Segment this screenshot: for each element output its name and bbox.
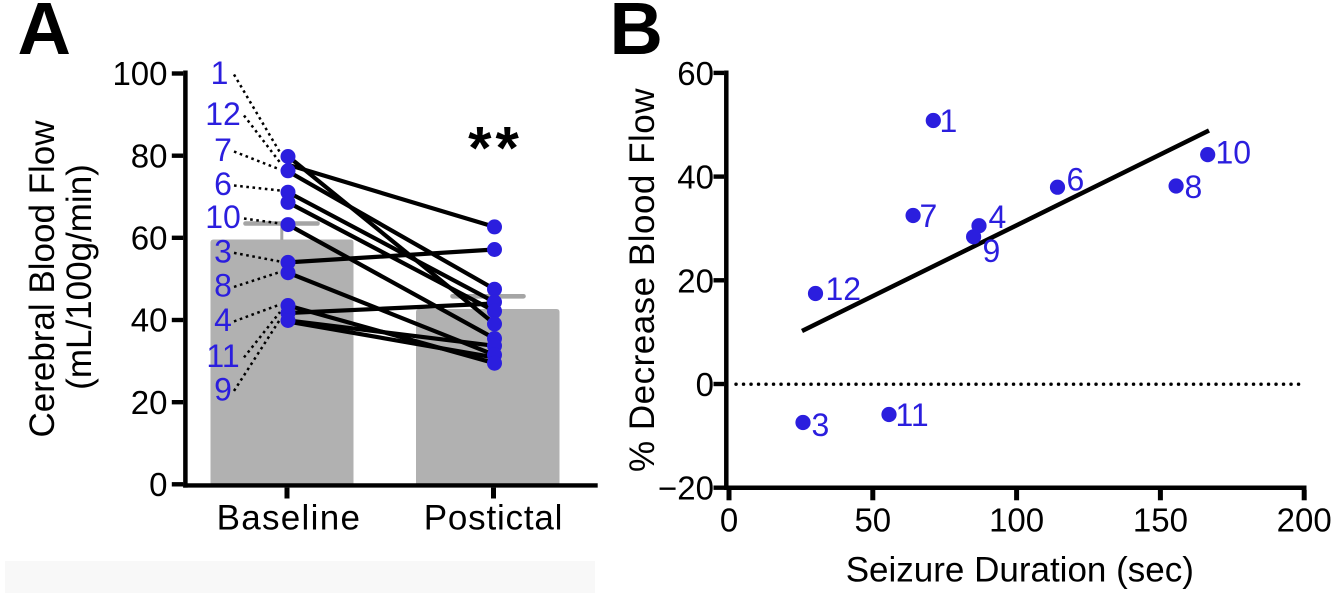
svg-text:6: 6	[1067, 162, 1085, 198]
svg-text:0: 0	[149, 466, 167, 503]
svg-text:60: 60	[677, 55, 714, 92]
svg-text:100: 100	[989, 502, 1044, 539]
svg-text:**: **	[468, 115, 523, 182]
svg-text:1: 1	[940, 103, 958, 139]
svg-text:B: B	[610, 0, 663, 70]
svg-text:Cerebral Blood Flow: Cerebral Blood Flow	[23, 120, 62, 438]
svg-text:200: 200	[1277, 502, 1332, 539]
svg-text:10: 10	[1216, 135, 1252, 171]
svg-text:Postictal: Postictal	[424, 499, 563, 538]
svg-text:40: 40	[677, 159, 714, 196]
svg-text:20: 20	[677, 262, 714, 299]
svg-text:9: 9	[983, 233, 1001, 269]
svg-text:0: 0	[720, 502, 738, 539]
svg-text:3: 3	[214, 234, 232, 270]
svg-text:4: 4	[214, 302, 232, 338]
svg-text:(mL/100g/min): (mL/100g/min)	[60, 164, 99, 390]
svg-text:Seizure Duration (sec): Seizure Duration (sec)	[846, 551, 1194, 590]
svg-text:10: 10	[205, 199, 241, 235]
svg-text:3: 3	[812, 407, 830, 443]
svg-text:9: 9	[214, 372, 232, 408]
svg-text:% Decrease Blood Flow: % Decrease Blood Flow	[623, 88, 662, 472]
svg-text:7: 7	[214, 132, 232, 168]
svg-text:−20: −20	[658, 470, 714, 507]
svg-text:50: 50	[854, 502, 891, 539]
svg-text:12: 12	[205, 96, 241, 132]
svg-text:60: 60	[131, 220, 168, 257]
svg-text:40: 40	[131, 302, 168, 339]
svg-text:8: 8	[1185, 169, 1203, 205]
svg-text:1: 1	[211, 55, 229, 91]
svg-text:7: 7	[920, 198, 938, 234]
svg-text:6: 6	[214, 166, 232, 202]
svg-text:11: 11	[206, 338, 239, 374]
svg-text:8: 8	[214, 268, 232, 304]
svg-text:4: 4	[989, 199, 1007, 235]
svg-text:12: 12	[826, 271, 862, 307]
svg-text:80: 80	[131, 137, 168, 174]
svg-text:Baseline: Baseline	[217, 499, 362, 538]
svg-text:0: 0	[696, 366, 714, 403]
svg-text:150: 150	[1133, 502, 1188, 539]
svg-text:11: 11	[896, 397, 929, 433]
svg-text:100: 100	[112, 55, 167, 92]
svg-text:A: A	[18, 0, 71, 70]
svg-text:20: 20	[131, 384, 168, 421]
